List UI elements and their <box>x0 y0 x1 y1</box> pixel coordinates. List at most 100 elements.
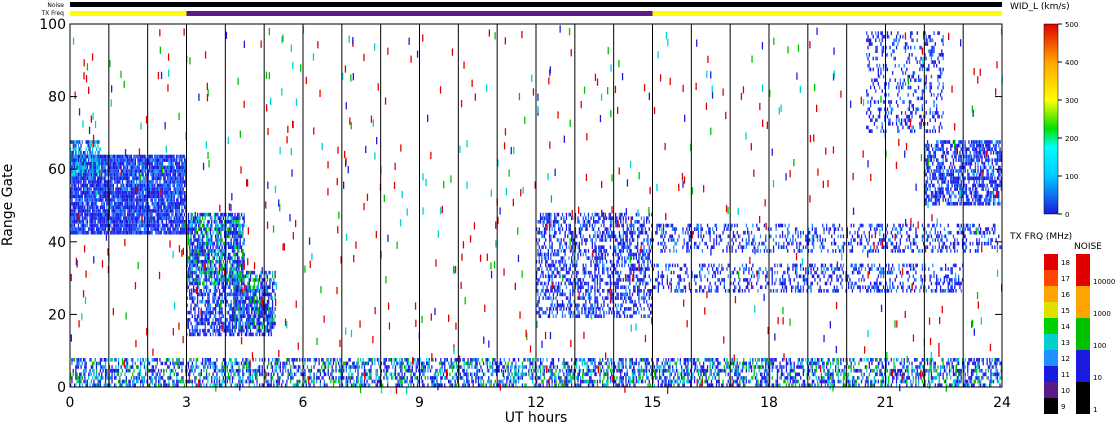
data-cell <box>572 263 574 268</box>
data-cell <box>537 249 539 253</box>
data-cell <box>561 292 564 297</box>
data-cell <box>142 161 144 166</box>
data-cell <box>199 212 201 217</box>
data-cell <box>77 194 80 199</box>
data-cell <box>274 270 276 275</box>
data-cell <box>647 267 649 271</box>
data-cell <box>611 223 613 228</box>
data-cell <box>682 230 684 235</box>
txfreq-segment <box>186 11 653 16</box>
data-cell <box>569 310 571 315</box>
data-cell <box>213 321 215 326</box>
data-cell <box>270 328 272 333</box>
data-cell <box>200 238 202 242</box>
data-cell <box>722 230 724 235</box>
data-cell <box>112 158 114 162</box>
data-cell <box>189 328 191 333</box>
data-cell <box>225 332 227 337</box>
data-cell <box>229 252 231 257</box>
data-cell <box>224 285 226 290</box>
data-cell <box>213 256 215 260</box>
data-cell <box>537 310 539 315</box>
data-cell <box>640 263 643 268</box>
data-cell <box>539 263 542 268</box>
data-cell <box>89 187 91 191</box>
data-cell <box>194 325 196 329</box>
data-cell <box>648 212 650 217</box>
data-cell <box>86 151 89 155</box>
data-cell <box>624 241 626 246</box>
data-cell <box>208 314 210 319</box>
data-cell <box>266 274 269 279</box>
data-cell <box>178 172 180 177</box>
data-cell <box>79 230 81 235</box>
data-cell <box>202 321 204 326</box>
data-cell <box>539 281 542 286</box>
data-cell <box>193 263 195 268</box>
data-cell <box>117 165 120 170</box>
data-cell <box>578 314 580 319</box>
data-cell <box>193 220 195 224</box>
data-cell <box>149 216 151 221</box>
data-cell <box>255 299 257 304</box>
data-cell <box>618 314 621 319</box>
data-cell <box>599 278 601 282</box>
data-cell <box>233 267 235 271</box>
data-cell <box>217 281 219 286</box>
data-cell <box>151 227 153 231</box>
data-cell <box>128 205 130 210</box>
data-cell <box>266 278 269 282</box>
data-cell <box>177 212 179 217</box>
data-cell <box>98 209 100 213</box>
data-cell <box>591 303 593 308</box>
data-cell <box>159 169 161 173</box>
data-cell <box>137 191 139 195</box>
data-cell <box>90 165 92 170</box>
data-cell <box>195 230 197 235</box>
data-cell <box>543 241 546 246</box>
data-cell <box>622 230 624 235</box>
data-cell <box>104 209 107 213</box>
data-cell <box>231 281 234 286</box>
data-cell <box>139 187 142 191</box>
data-cell <box>624 230 626 235</box>
data-cell <box>237 252 239 257</box>
data-cell <box>187 318 190 322</box>
data-cell <box>196 252 199 257</box>
data-cell <box>662 230 665 235</box>
data-cell <box>237 234 239 239</box>
data-cell <box>574 285 577 290</box>
data-cell <box>150 158 152 162</box>
data-cell <box>635 245 637 250</box>
data-cell <box>120 158 122 162</box>
data-cell <box>99 194 102 199</box>
data-cell <box>76 187 78 191</box>
data-cell <box>599 256 601 260</box>
data-cell <box>627 252 630 257</box>
data-cell <box>581 307 583 311</box>
data-cell <box>155 201 157 206</box>
data-cell <box>249 285 252 290</box>
data-cell <box>127 198 129 202</box>
data-cell <box>638 289 640 293</box>
data-cell <box>216 230 218 235</box>
data-cell <box>124 205 126 210</box>
data-cell <box>167 183 169 188</box>
data-cell <box>264 332 266 337</box>
data-cell <box>560 307 562 311</box>
data-cell <box>227 227 230 231</box>
data-cell <box>268 296 270 300</box>
data-cell <box>239 278 241 282</box>
data-cell <box>129 230 131 235</box>
data-cell <box>556 285 558 290</box>
data-cell <box>121 187 124 191</box>
data-cell <box>84 198 86 202</box>
data-cell <box>93 172 95 177</box>
data-cell <box>227 230 230 235</box>
data-cell <box>75 147 77 152</box>
data-cell <box>261 289 263 293</box>
data-cell <box>248 310 250 315</box>
data-cell <box>740 245 742 250</box>
data-cell <box>248 296 250 300</box>
data-cell <box>110 216 112 221</box>
